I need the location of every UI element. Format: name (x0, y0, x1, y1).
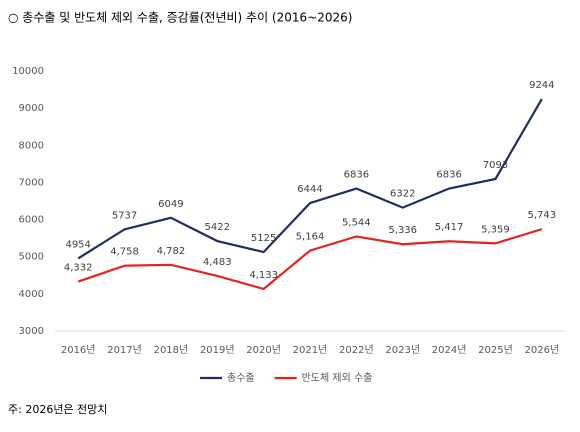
data-label: 5737 (112, 210, 137, 221)
x-tick-label: 2021년 (293, 344, 328, 356)
y-tick-label: 10000 (12, 66, 44, 77)
data-label: 5,336 (388, 225, 417, 236)
data-label: 6049 (158, 199, 183, 210)
data-label: 6836 (344, 170, 369, 181)
data-label: 4,483 (203, 257, 232, 268)
legend-label: 총수출 (227, 372, 255, 384)
x-tick-label: 2016년 (61, 344, 96, 356)
y-tick-label: 4000 (19, 289, 44, 300)
data-label: 7093 (483, 160, 508, 171)
y-tick-label: 8000 (19, 140, 44, 151)
x-tick-label: 2023년 (385, 344, 420, 356)
x-tick-label: 2024년 (432, 344, 467, 356)
data-label: 4,332 (64, 263, 93, 274)
data-label: 5422 (205, 222, 230, 233)
note: 주: 2026년은 전망치 (8, 403, 107, 416)
data-label: 5125 (251, 233, 276, 244)
data-label: 4,133 (249, 270, 278, 281)
y-tick-label: 6000 (19, 215, 44, 226)
line-series (77, 228, 543, 291)
data-label: 6836 (436, 170, 461, 181)
y-tick-label: 5000 (19, 252, 44, 263)
legend-label: 반도체 제외 수출 (302, 372, 373, 384)
x-tick-label: 2026년 (524, 344, 559, 356)
data-label: 6322 (390, 189, 415, 200)
data-label: 5,417 (435, 222, 464, 233)
x-tick-label: 2020년 (246, 344, 281, 356)
data-label: 5,743 (527, 210, 556, 221)
data-label: 4954 (65, 239, 90, 250)
x-tick-label: 2018년 (154, 344, 189, 356)
x-tick-label: 2022년 (339, 344, 374, 356)
data-label: 9244 (529, 80, 554, 91)
x-tick-label: 2025년 (478, 344, 513, 356)
y-tick-label: 3000 (19, 326, 44, 337)
x-tick-label: 2017년 (107, 344, 142, 356)
chart-title: ○ 총수출 및 반도체 제외 수출, 증감률(전년비) 추이 (2016~202… (8, 11, 352, 25)
data-label: 4,782 (157, 246, 186, 257)
data-label: 5,544 (342, 218, 371, 229)
y-tick-label: 7000 (19, 177, 44, 188)
data-label: 6444 (297, 184, 322, 195)
data-label: 5,164 (296, 232, 325, 243)
line-series (77, 98, 543, 260)
data-label: 4,758 (110, 247, 139, 258)
y-tick-label: 9000 (19, 103, 44, 114)
data-label: 5,359 (481, 224, 510, 235)
x-tick-label: 2019년 (200, 344, 235, 356)
